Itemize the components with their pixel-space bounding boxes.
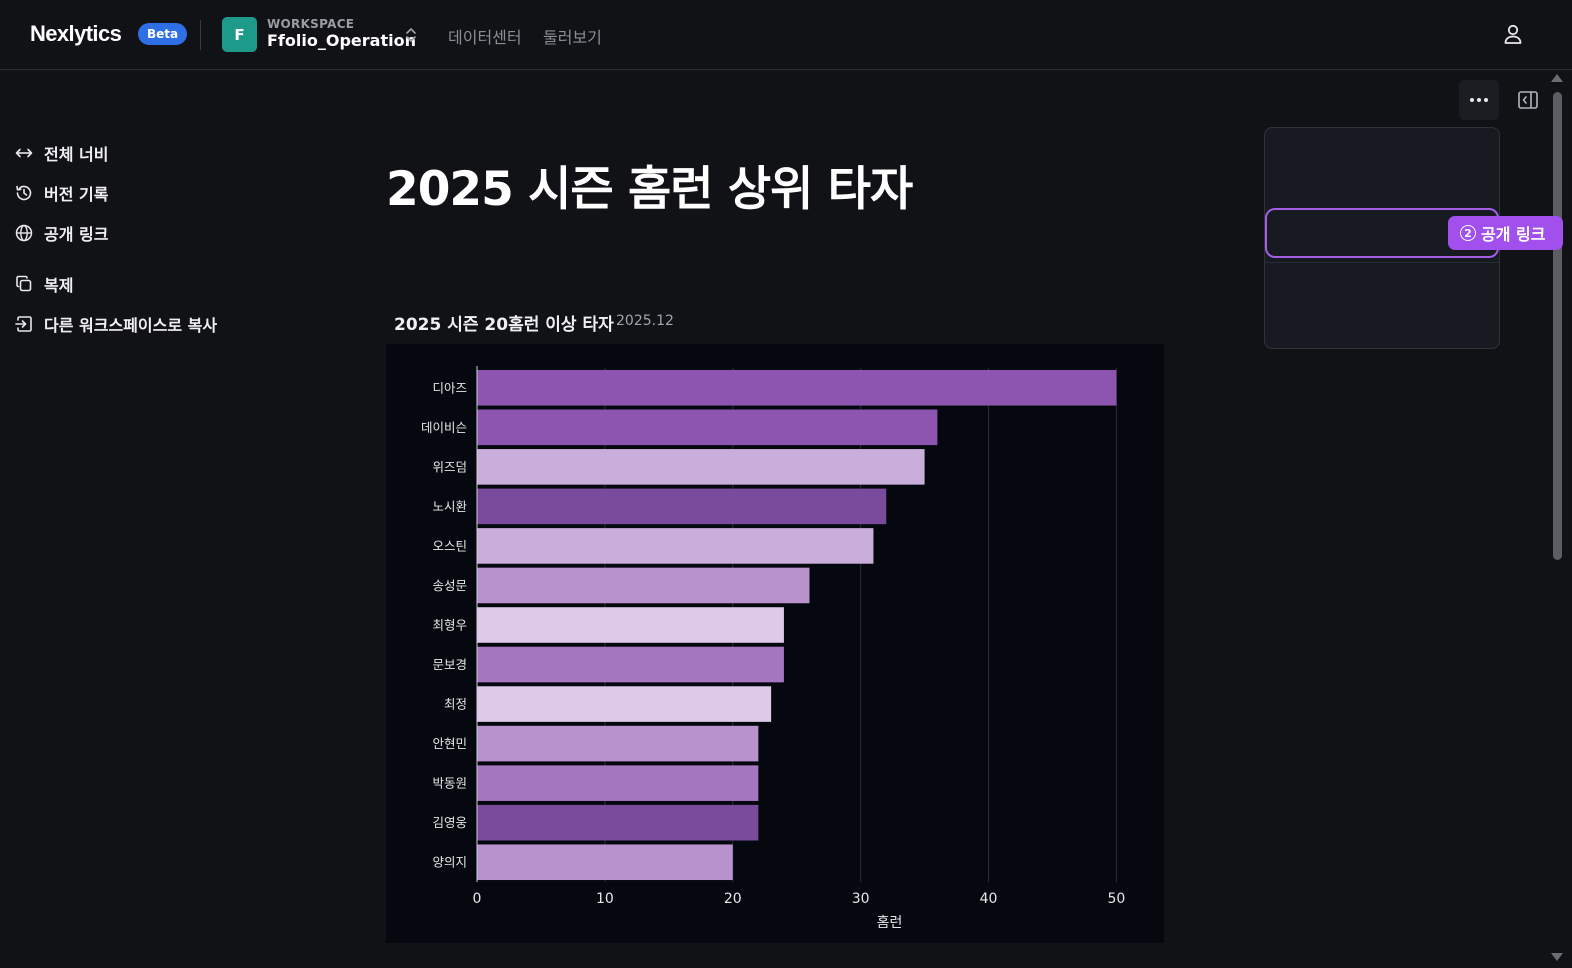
more-options-button[interactable] bbox=[1459, 80, 1499, 120]
workspace-avatar[interactable]: F bbox=[222, 17, 257, 52]
category-label: 디아즈 bbox=[432, 380, 467, 395]
bar bbox=[477, 528, 874, 564]
x-tick-label: 20 bbox=[724, 891, 742, 907]
bar bbox=[477, 567, 810, 604]
scroll-down-arrow[interactable] bbox=[1551, 953, 1563, 961]
bar bbox=[477, 646, 784, 683]
category-label: 김영웅 bbox=[432, 815, 467, 830]
bar bbox=[477, 725, 759, 762]
bar bbox=[477, 607, 784, 643]
category-label: 오스틴 bbox=[432, 538, 467, 553]
more-horizontal-icon bbox=[1470, 98, 1488, 102]
history-icon bbox=[16, 185, 32, 201]
category-label: 최정 bbox=[444, 697, 467, 712]
bar bbox=[477, 686, 772, 722]
menu-item-label: 공개 링크 bbox=[44, 225, 109, 244]
globe-icon bbox=[15, 224, 33, 242]
side-panel-toggle-icon[interactable] bbox=[1514, 86, 1542, 114]
step-callout-label: 공개 링크 bbox=[1481, 225, 1546, 244]
bar bbox=[477, 844, 733, 881]
menu-divider bbox=[1265, 262, 1499, 263]
copy-icon bbox=[16, 275, 32, 292]
menu-item-full-width[interactable]: 전체 너비 bbox=[14, 139, 108, 167]
menu-item-label: 전체 너비 bbox=[44, 145, 109, 164]
category-label: 노시환 bbox=[432, 499, 467, 514]
x-tick-label: 10 bbox=[596, 891, 614, 907]
menu-item-copy-to-workspace[interactable]: 다른 워크스페이스로 복사 bbox=[14, 310, 217, 338]
menu-item-public-link[interactable]: 공개 링크 bbox=[14, 219, 108, 247]
scrollbar-thumb[interactable] bbox=[1553, 92, 1562, 560]
menu-item-label: 다른 워크스페이스로 복사 bbox=[44, 316, 218, 335]
category-label: 양의지 bbox=[432, 855, 467, 870]
category-label: 최형우 bbox=[432, 618, 467, 633]
menu-item-label: 버전 기록 bbox=[44, 185, 109, 204]
category-label: 위즈덤 bbox=[432, 459, 467, 474]
workspace-caption: WORKSPACE bbox=[267, 17, 355, 31]
step-callout: 2 공개 링크 bbox=[1448, 216, 1563, 250]
scroll-up-arrow[interactable] bbox=[1551, 74, 1563, 82]
bar bbox=[477, 449, 925, 485]
workspace-name[interactable]: Ffolio_Operation bbox=[267, 31, 416, 50]
x-tick-label: 30 bbox=[852, 891, 870, 907]
x-tick-label: 40 bbox=[980, 891, 998, 907]
header-divider bbox=[200, 20, 201, 50]
chart-title: 2025 시즌 20홈런 이상 타자 bbox=[394, 315, 614, 335]
user-icon[interactable] bbox=[1501, 22, 1525, 46]
nav-datacenter[interactable]: 데이터센터 bbox=[448, 28, 522, 47]
brand-logo[interactable]: Nexlytics bbox=[30, 21, 122, 46]
x-axis-title: 홈런 bbox=[877, 915, 903, 931]
bar bbox=[477, 488, 887, 525]
bar bbox=[477, 369, 1117, 406]
category-label: 박동원 bbox=[432, 776, 467, 791]
move-workspace-icon bbox=[15, 316, 32, 332]
menu-item-label: 복제 bbox=[44, 276, 74, 295]
menu-item-version-history[interactable]: 버전 기록 bbox=[14, 179, 108, 207]
nav-browse[interactable]: 둘러보기 bbox=[543, 28, 602, 47]
chart-date: 2025.12 bbox=[616, 313, 674, 329]
category-label: 송성문 bbox=[432, 578, 467, 593]
chevron-updown-icon[interactable] bbox=[402, 25, 420, 45]
bar bbox=[477, 765, 759, 801]
category-label: 데이비슨 bbox=[421, 420, 467, 435]
x-tick-label: 50 bbox=[1108, 891, 1126, 907]
category-label: 문보경 bbox=[432, 657, 467, 672]
menu-item-duplicate[interactable]: 복제 bbox=[14, 270, 73, 298]
x-tick-label: 0 bbox=[473, 891, 482, 907]
top-bar: Nexlytics Beta F WORKSPACE Ffolio_Operat… bbox=[0, 0, 1572, 70]
arrows-horizontal-icon bbox=[15, 148, 33, 158]
bar bbox=[477, 409, 938, 446]
page-title[interactable]: 2025 시즌 홈런 상위 타자 bbox=[386, 162, 913, 217]
bar bbox=[477, 804, 759, 841]
beta-badge: Beta bbox=[138, 23, 188, 45]
step-number: 2 bbox=[1460, 225, 1476, 241]
category-label: 안현민 bbox=[432, 736, 467, 751]
